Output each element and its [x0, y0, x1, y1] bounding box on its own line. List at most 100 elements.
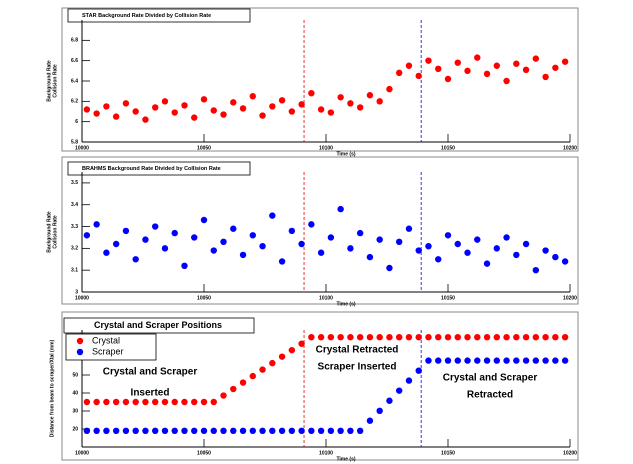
data-point — [122, 427, 130, 434]
data-point — [356, 334, 364, 341]
y-tick-label: 3 — [75, 289, 78, 295]
y-tick-label: 6.6 — [71, 58, 78, 64]
data-point — [493, 62, 500, 69]
data-point — [561, 58, 569, 65]
data-point — [415, 72, 422, 80]
data-point — [532, 357, 540, 364]
data-point — [376, 334, 383, 341]
data-point — [278, 353, 286, 360]
data-point — [503, 334, 510, 341]
data-point — [444, 232, 452, 239]
y-axis-label: Collision Rate — [52, 64, 58, 98]
chart-title: BRAHMS Background Rate Divided by Collis… — [82, 166, 221, 172]
data-point — [230, 225, 237, 232]
y-tick-label: 3.4 — [71, 202, 78, 208]
data-point — [239, 105, 247, 112]
data-point — [425, 334, 432, 341]
y-axis-label: Collision Rate — [52, 215, 58, 249]
data-point — [220, 238, 227, 246]
annotation: Inserted — [131, 388, 170, 399]
annotation: Scraper Inserted — [318, 362, 397, 373]
x-tick-label: 10100 — [319, 450, 333, 456]
data-point — [317, 334, 325, 341]
y-axis-label: Background Rate — [46, 60, 52, 102]
x-tick-label: 10150 — [441, 450, 455, 456]
data-point — [405, 377, 413, 384]
data-point — [93, 221, 100, 228]
x-tick-label: 10100 — [319, 295, 333, 301]
data-point — [122, 398, 130, 406]
legend-label: Crystal — [92, 335, 120, 345]
data-point — [112, 240, 120, 248]
data-point — [132, 398, 139, 406]
data-point — [288, 346, 296, 354]
data-point — [191, 114, 198, 121]
data-point — [405, 225, 413, 232]
data-point — [220, 392, 227, 399]
data-point — [269, 212, 276, 219]
data-point — [142, 116, 149, 123]
chart-title: STAR Background Rate Divided by Collisio… — [82, 13, 211, 19]
data-point — [142, 427, 149, 434]
data-point — [513, 357, 520, 364]
data-point — [278, 427, 286, 434]
data-point — [317, 106, 325, 113]
y-tick-label: 3.3 — [71, 224, 78, 230]
legend-label: Scraper — [92, 346, 124, 356]
data-point — [230, 385, 237, 393]
legend-marker — [76, 337, 84, 345]
data-point — [386, 85, 393, 93]
x-tick-label: 10200 — [563, 145, 577, 151]
data-point — [425, 57, 432, 64]
data-point — [464, 67, 471, 75]
data-point — [122, 227, 130, 235]
data-point — [308, 334, 315, 341]
y-tick-label: 5.8 — [71, 139, 78, 145]
data-point — [83, 398, 91, 406]
data-point — [112, 113, 120, 120]
data-point — [93, 398, 100, 406]
data-point — [308, 427, 315, 434]
data-point — [513, 60, 520, 67]
x-tick-label: 10000 — [75, 450, 89, 456]
data-point — [230, 99, 237, 106]
data-point — [83, 106, 91, 113]
data-point — [327, 334, 335, 341]
y-tick-label: 6.8 — [71, 38, 78, 44]
data-point — [200, 427, 208, 434]
data-point — [347, 100, 354, 107]
data-point — [152, 427, 159, 434]
data-point — [356, 229, 364, 237]
data-point — [210, 247, 217, 254]
data-point — [308, 90, 315, 97]
data-point — [444, 334, 452, 341]
y-tick-label: 3.1 — [71, 268, 78, 274]
x-tick-label: 10000 — [75, 145, 89, 151]
data-point — [415, 334, 422, 341]
data-point — [327, 109, 335, 116]
x-axis-label: Time (s) — [336, 456, 355, 462]
annotation: Crystal Retracted — [316, 345, 399, 356]
data-point — [483, 357, 491, 364]
data-point — [152, 223, 159, 230]
data-point — [474, 236, 481, 243]
data-point — [317, 249, 325, 256]
data-point — [83, 232, 91, 239]
data-point — [454, 334, 461, 341]
data-point — [327, 234, 335, 241]
data-point — [259, 366, 266, 373]
panel-frame — [61, 156, 579, 305]
data-point — [513, 251, 520, 259]
data-point — [386, 397, 393, 404]
y-tick-label: 3.5 — [71, 180, 78, 186]
data-point — [171, 398, 178, 406]
data-point — [376, 236, 383, 243]
data-point — [376, 98, 383, 105]
data-point — [171, 427, 178, 434]
data-point — [112, 427, 120, 434]
x-tick-label: 10200 — [563, 295, 577, 301]
data-point — [386, 264, 393, 272]
data-point — [337, 205, 344, 213]
data-point — [464, 334, 471, 341]
data-point — [356, 427, 364, 434]
